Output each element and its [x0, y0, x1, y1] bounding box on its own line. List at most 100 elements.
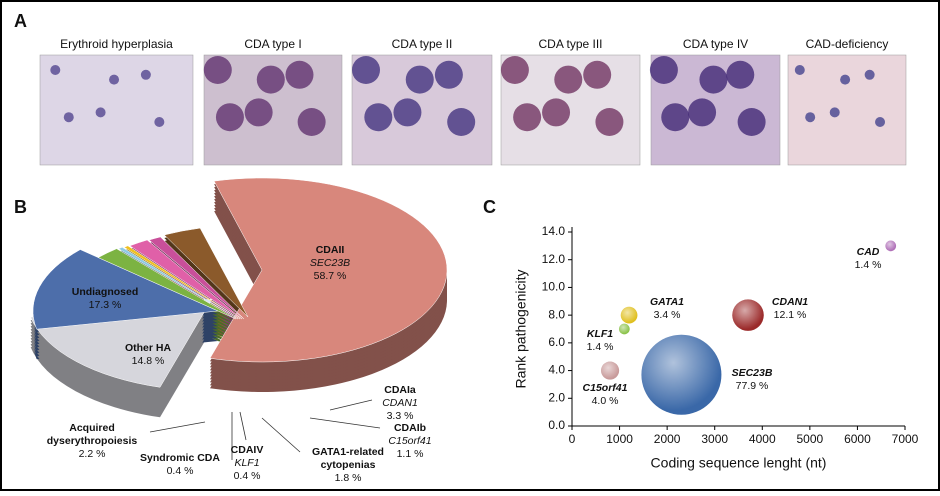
image-row [39, 54, 907, 166]
cell [500, 56, 529, 84]
cell [649, 56, 678, 84]
y-tick-label: 0.0 [548, 418, 565, 432]
panel-label: C [483, 197, 496, 217]
cell [595, 108, 624, 136]
leader-lines [149, 399, 381, 460]
bubble-highlight [885, 240, 897, 252]
micrograph [39, 54, 194, 166]
cell [805, 112, 816, 123]
bubble-highlight [732, 299, 764, 331]
cell [726, 60, 755, 89]
bubble-name: GATA1 [650, 296, 684, 308]
slice-value: 3.3 % [387, 410, 414, 422]
cell [554, 65, 583, 94]
cell [829, 107, 840, 118]
bubble-value: 77.9 % [736, 380, 769, 392]
cell [583, 60, 612, 89]
y-tick-label: 10.0 [542, 280, 566, 294]
bubble-value: 1.4 % [587, 341, 614, 353]
slice-label: cytopenias [321, 459, 376, 471]
x-tick-label: 7000 [892, 432, 919, 446]
cell [794, 65, 805, 75]
image-title: CDA type III [538, 37, 602, 51]
y-tick-label: 12.0 [542, 252, 566, 266]
slice-value: 2.2 % [79, 448, 106, 460]
slice-value: 14.8 % [132, 355, 165, 367]
slice-gene: CDAN1 [382, 397, 418, 409]
slice-label: GATA1-related [312, 446, 384, 458]
slice-gene: C15orf41 [388, 435, 431, 447]
bubble-value: 12.1 % [774, 309, 807, 321]
cell [447, 108, 476, 136]
bubble-value: 3.4 % [654, 309, 681, 321]
image-title: Erythroid hyperplasia [60, 37, 173, 51]
slice-gene: KLF1 [234, 457, 259, 469]
bubble-name: KLF1 [587, 328, 613, 340]
cell [864, 69, 875, 80]
y-tick-label: 14.0 [542, 224, 566, 238]
cell [661, 103, 690, 132]
cell [203, 56, 232, 84]
y-tick-label: 2.0 [548, 390, 565, 404]
cell [513, 103, 542, 132]
cell [542, 98, 571, 127]
panel-label: A [14, 11, 27, 31]
leader [309, 417, 381, 429]
pie-slice [118, 246, 239, 320]
image-title: CDA type IV [683, 37, 748, 51]
cell [285, 60, 314, 89]
cell [215, 103, 244, 132]
cell [256, 65, 285, 94]
pie-slice [32, 249, 219, 330]
pie-slice [163, 227, 249, 318]
leader [149, 421, 206, 433]
slice-label: CDAIV [231, 444, 264, 456]
cell [63, 112, 74, 123]
slice-gene: SEC23B [310, 257, 350, 269]
cell [297, 108, 326, 136]
cell [405, 65, 434, 94]
slice-label: Syndromic CDA [140, 452, 220, 464]
x-tick-label: 5000 [797, 432, 824, 446]
cell [688, 98, 717, 127]
bubble-value: 4.0 % [592, 395, 619, 407]
cell [95, 107, 106, 118]
slice-label: CDAII [316, 244, 345, 256]
cell [434, 60, 463, 89]
x-tick-label: 6000 [844, 432, 871, 446]
cell [875, 117, 886, 127]
micrograph [787, 54, 907, 166]
pie-slice [148, 236, 245, 320]
bubble-highlight [600, 361, 620, 380]
bubble-highlight [618, 323, 630, 335]
slice-label: Undiagnosed [72, 286, 139, 298]
x-tick-label: 1000 [606, 432, 633, 446]
pie-slice [209, 177, 448, 363]
image-title: CDA type I [244, 37, 301, 51]
bubble-name: CDAN1 [772, 296, 808, 308]
cell [737, 108, 766, 136]
y-tick-label: 8.0 [548, 307, 565, 321]
bubble-name: C15orf41 [583, 382, 628, 394]
cell [393, 98, 422, 127]
slice-label: CDAIb [394, 422, 426, 434]
slice-label: Other HA [125, 342, 172, 354]
cell [109, 74, 120, 85]
slice-label: dyserythropoiesis [47, 435, 138, 447]
bubble-name: CAD [857, 246, 880, 258]
slice-value: 0.4 % [167, 465, 194, 477]
slice-label: Acquired [69, 422, 115, 434]
pie-slice [123, 245, 241, 320]
y-tick-label: 6.0 [548, 335, 565, 349]
x-tick-label: 4000 [749, 432, 776, 446]
bubble-name: SEC23B [732, 367, 773, 379]
leader [329, 399, 373, 411]
panel-label: B [14, 197, 27, 217]
slice-value: 0.4 % [234, 470, 261, 482]
cell [699, 65, 728, 94]
slice-value: 1.8 % [335, 472, 362, 484]
slice-value: 58.7 % [314, 270, 347, 282]
cell [154, 117, 165, 127]
